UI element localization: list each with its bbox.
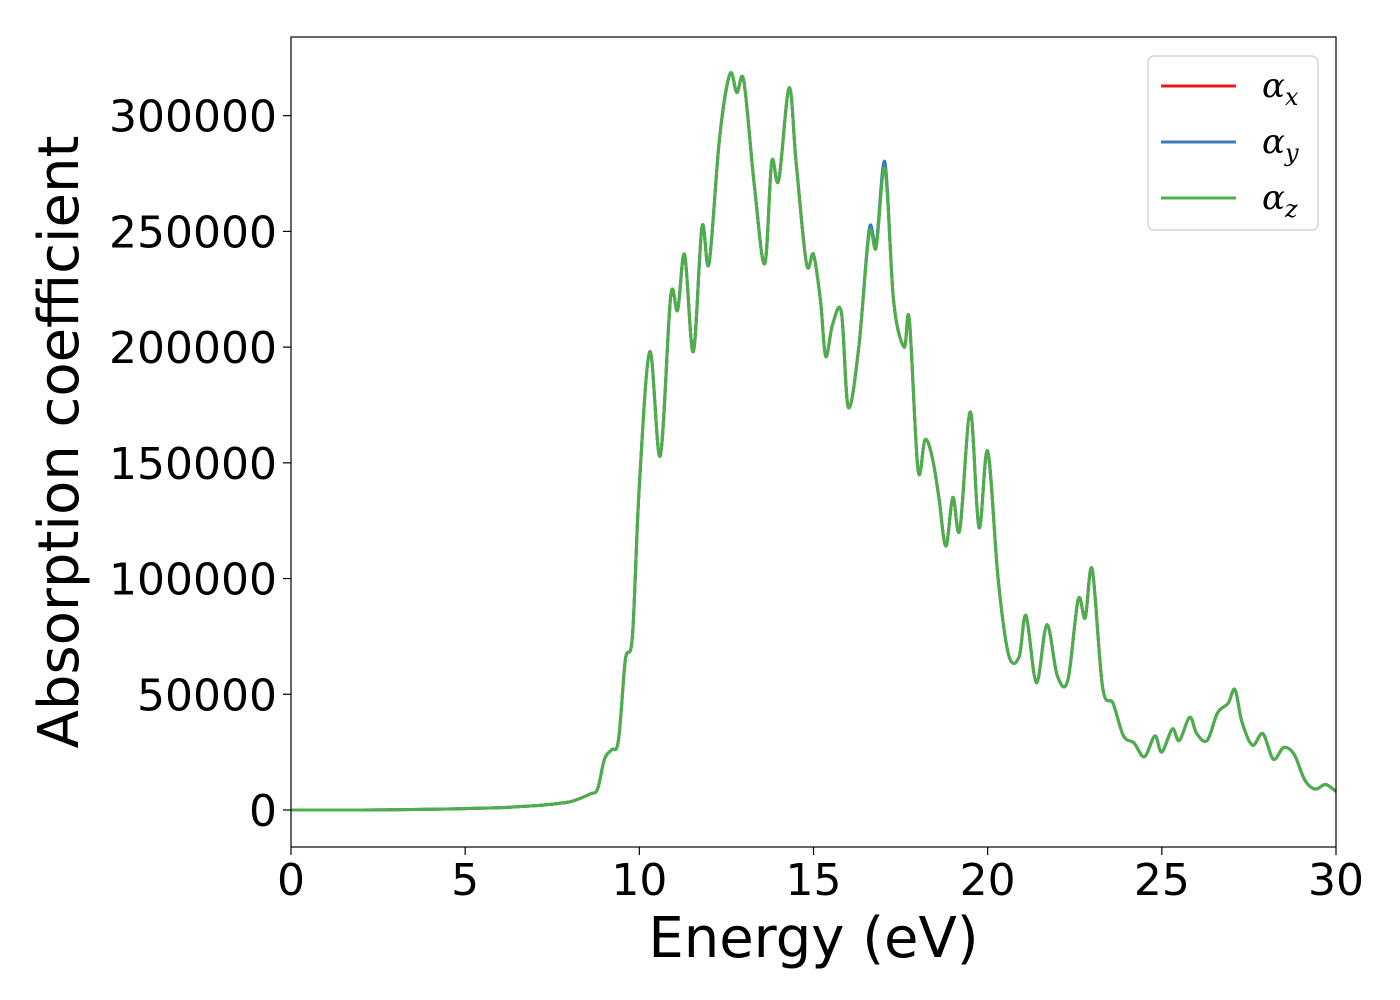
x-axis-title: Energy (eV)	[648, 906, 978, 971]
x-tick-label: 25	[1134, 855, 1190, 906]
x-tick-label: 5	[451, 855, 479, 906]
x-tick-label: 10	[611, 855, 667, 906]
x-tick-label: 20	[960, 855, 1016, 906]
y-tick-label: 300000	[109, 92, 277, 143]
y-axis: 0 50000 100000 150000 200000 250000 300000	[109, 92, 291, 837]
y-tick-label: 50000	[137, 670, 277, 721]
series-layer	[290, 71, 1337, 812]
legend-label-y: αy	[1262, 122, 1299, 167]
series-line-z	[290, 71, 1337, 812]
x-tick-label: 30	[1308, 855, 1364, 906]
x-tick-label: 0	[277, 855, 305, 906]
y-tick-label: 200000	[109, 323, 277, 374]
y-tick-label: 0	[249, 786, 277, 837]
legend-label-z: αz	[1262, 178, 1298, 223]
legend-label-x: αx	[1262, 66, 1299, 111]
y-tick-label: 150000	[109, 439, 277, 490]
y-axis-title: Absorption coefficient	[27, 136, 92, 749]
x-tick-label: 15	[786, 855, 842, 906]
legend: αx αy αz	[1147, 55, 1319, 231]
x-axis: 0 5 10 15 20 25 30	[277, 847, 1364, 906]
y-tick-label: 250000	[109, 207, 277, 258]
y-tick-label: 100000	[109, 555, 277, 606]
